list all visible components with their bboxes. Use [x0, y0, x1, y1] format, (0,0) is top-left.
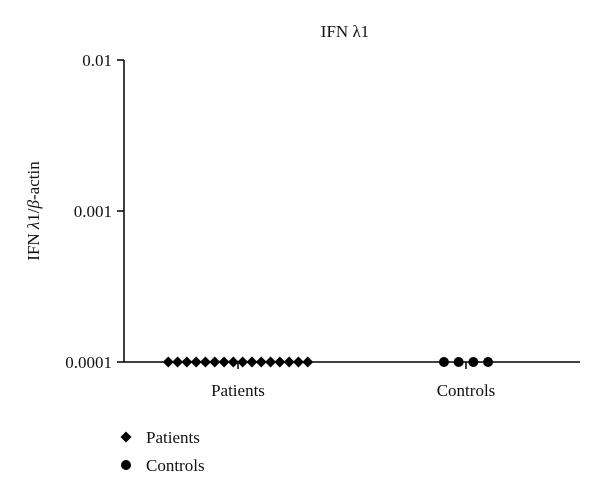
legend-label: Controls	[146, 456, 205, 475]
control-point	[483, 357, 494, 367]
patient-point	[227, 356, 239, 368]
legend-label: Patients	[146, 428, 200, 447]
patient-point	[181, 356, 193, 368]
patient-point	[255, 356, 267, 368]
control-point	[453, 357, 464, 367]
patient-point	[237, 356, 249, 368]
patient-point	[162, 356, 174, 368]
patient-point	[218, 356, 230, 368]
patient-point	[190, 356, 202, 368]
patient-point	[274, 356, 286, 368]
patient-point	[209, 356, 221, 368]
x-ticks: Patients Controls	[211, 362, 495, 400]
patient-point	[302, 356, 314, 368]
y-tick-label: 0.01	[82, 51, 112, 70]
chart-title: IFN λ1	[321, 22, 369, 41]
x-tick-label: Controls	[437, 381, 496, 400]
patient-point	[265, 356, 277, 368]
patient-point	[246, 356, 258, 368]
y-ticks: 0.0001 0.001 0.01	[65, 51, 124, 372]
patient-point	[283, 356, 295, 368]
legend-diamond-icon	[120, 431, 132, 443]
y-tick-label: 0.0001	[65, 353, 112, 372]
control-point	[438, 357, 449, 367]
x-tick-label: Patients	[211, 381, 265, 400]
patient-point	[199, 356, 211, 368]
data-points	[162, 356, 494, 368]
y-tick-label: 0.001	[74, 202, 112, 221]
legend: Patients Controls	[120, 428, 205, 475]
y-axis-label: IFN λ1/β-actin	[24, 161, 43, 261]
patient-point	[172, 356, 184, 368]
patient-point	[292, 356, 304, 368]
control-point	[468, 357, 479, 367]
legend-circle-icon	[121, 460, 131, 470]
